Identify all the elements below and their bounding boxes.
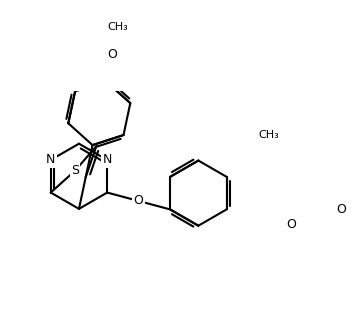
Text: N: N (46, 154, 55, 166)
Text: O: O (134, 194, 144, 207)
Text: N: N (102, 154, 112, 166)
Text: CH₃: CH₃ (258, 130, 279, 140)
Text: O: O (286, 218, 296, 231)
Text: O: O (107, 48, 117, 61)
Text: O: O (336, 204, 346, 216)
Text: CH₃: CH₃ (107, 22, 128, 32)
Text: S: S (71, 164, 79, 177)
Text: O: O (134, 194, 144, 207)
